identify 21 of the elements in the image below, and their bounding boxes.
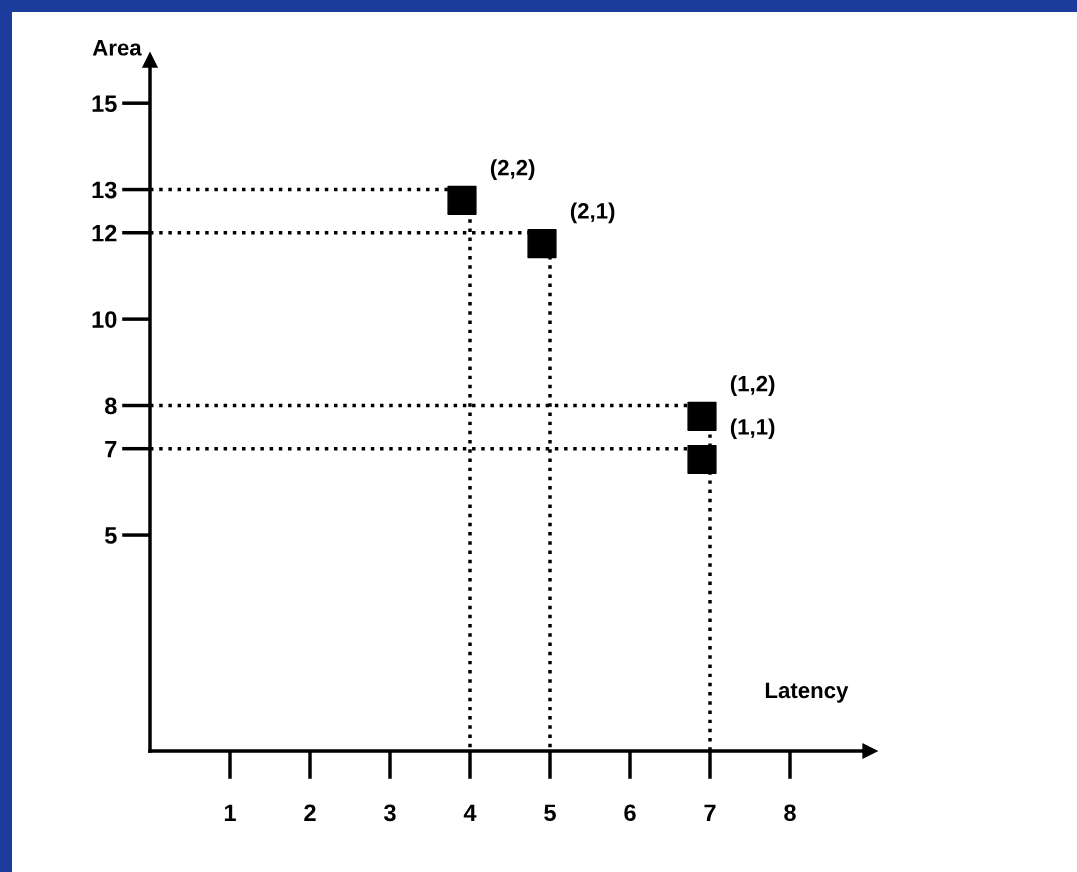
x-tick-label: 1 — [224, 804, 236, 821]
x-tick-label: 7 — [704, 804, 716, 821]
annotation: (2,2) — [490, 159, 535, 180]
y-axis-title: Area — [92, 40, 142, 56]
x-tick-label: 6 — [624, 804, 636, 822]
y-tick-label: 7 — [105, 441, 117, 458]
x-tick-label: 5 — [544, 804, 556, 822]
y-tick-label: 12 — [92, 224, 117, 242]
x-tick-label: 3 — [383, 804, 396, 822]
y-tick-label: 10 — [92, 311, 117, 328]
y-tick-label: 8 — [104, 397, 117, 415]
y-tick-label: 5 — [104, 527, 117, 544]
x-tick-label: 8 — [784, 804, 796, 822]
annotation: (1,1) — [730, 418, 775, 440]
y-tick-label: 15 — [92, 95, 117, 112]
x-axis-title: Latency — [765, 682, 849, 703]
x-tick-label: 2 — [304, 804, 316, 821]
annotation: (1,2) — [730, 375, 775, 396]
x-tick-label: 4 — [463, 804, 477, 821]
y-tick-label: 13 — [92, 181, 117, 199]
annotation: (2,1) — [570, 202, 615, 224]
